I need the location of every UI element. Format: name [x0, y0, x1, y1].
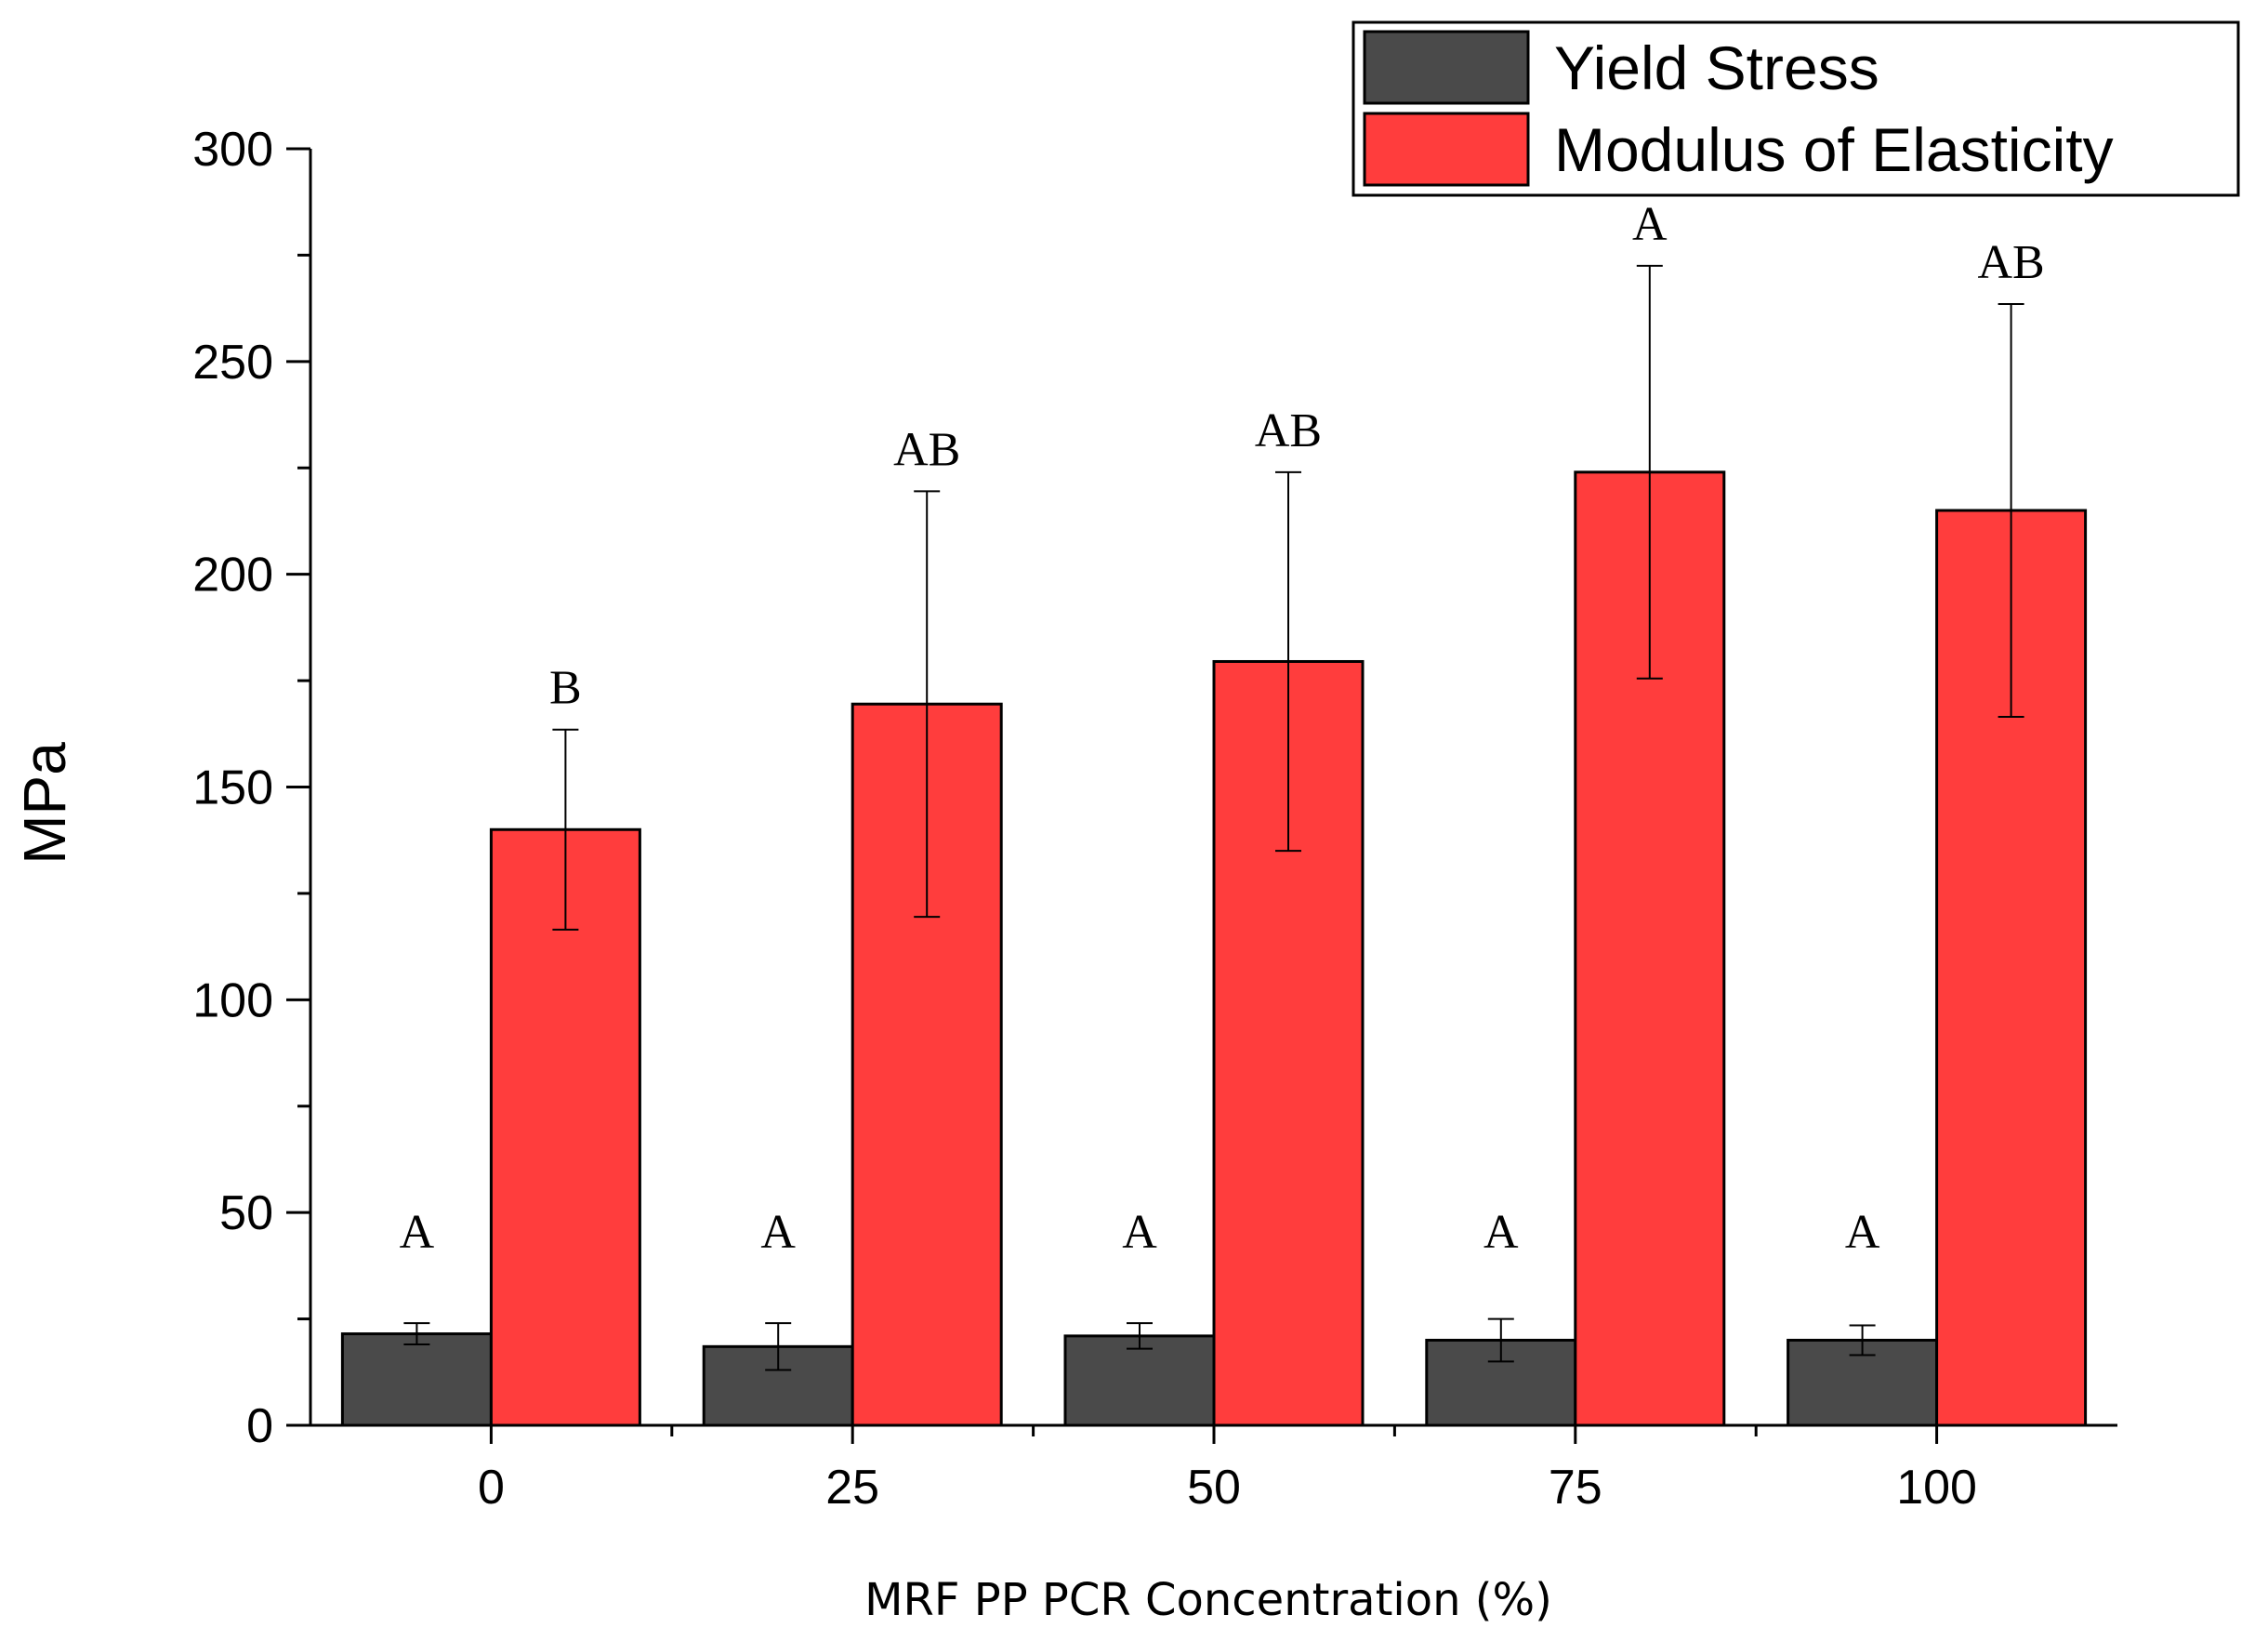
- y-tick-label-50: 50: [219, 1186, 273, 1240]
- y-tick-label-250: 250: [192, 336, 273, 390]
- y-tick-label-100: 100: [192, 973, 273, 1027]
- y-tick-label-200: 200: [192, 549, 273, 602]
- y-tick-label-0: 0: [246, 1399, 273, 1453]
- significance-label-modulus-of-elasticity-0: B: [549, 662, 582, 715]
- significance-label-yield-stress-100: A: [1845, 1206, 1880, 1259]
- significance-label-yield-stress-75: A: [1483, 1206, 1519, 1259]
- axes-layer: 0 50 100 150 200 250 300 0 25 50 75 100: [192, 123, 2117, 1515]
- legend-swatch-yield-stress: [1363, 30, 1530, 105]
- legend-label-yield-stress: Yield Stress: [1554, 33, 1879, 102]
- significance-label-modulus-of-elasticity-50: AB: [1255, 404, 1322, 457]
- legend: Yield Stress Modulus of Elasticity: [1352, 20, 2240, 197]
- significance-label-modulus-of-elasticity-100: AB: [1977, 236, 2044, 289]
- x-tick-label-0: 0: [478, 1461, 505, 1515]
- y-tick-label-300: 300: [192, 123, 273, 177]
- x-tick-label-25: 25: [825, 1461, 879, 1515]
- bars-layer: [340, 470, 2088, 1427]
- error-bars-layer: [403, 264, 2024, 1371]
- significance-label-modulus-of-elasticity-75: A: [1632, 198, 1668, 251]
- legend-label-modulus-of-elasticity: Modulus of Elasticity: [1554, 115, 2114, 184]
- legend-swatch-modulus-of-elasticity: [1363, 112, 1530, 187]
- significance-label-yield-stress-0: A: [400, 1206, 435, 1259]
- significance-label-modulus-of-elasticity-25: AB: [893, 423, 960, 476]
- x-axis-title: MRF PP PCR Concentration (%): [864, 1574, 1552, 1626]
- significance-label-yield-stress-50: A: [1122, 1206, 1157, 1259]
- bar-yield-stress-50: [1063, 1334, 1216, 1427]
- x-tick-label-50: 50: [1187, 1461, 1241, 1515]
- bar-yield-stress-0: [340, 1332, 493, 1427]
- significance-label-yield-stress-25: A: [760, 1206, 796, 1259]
- y-axis-title: MPa: [11, 742, 78, 865]
- x-tick-label-100: 100: [1896, 1461, 1977, 1515]
- y-tick-label-150: 150: [192, 761, 273, 815]
- x-tick-label-75: 75: [1549, 1461, 1602, 1515]
